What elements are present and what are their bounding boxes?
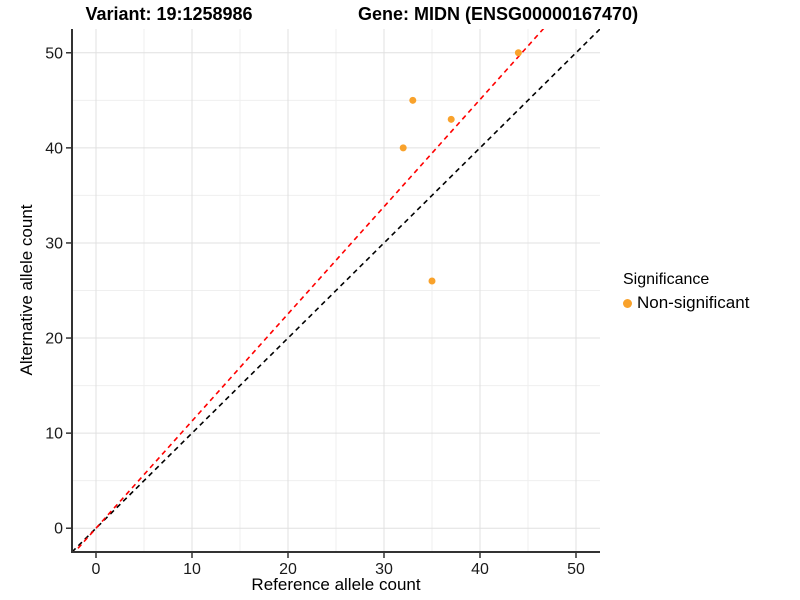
gene-title: Gene: MIDN (ENSG00000167470) [357,4,639,24]
y-axis-title: Alternative allele count [17,204,36,376]
legend-point-icon [623,298,632,308]
legend-title: Significance [623,271,710,288]
y-tick-label-30: 30 [45,235,63,252]
x-axis-title: Reference allele count [251,575,421,594]
y-tick-label-10: 10 [45,426,63,443]
data-point-44-50 [514,49,522,57]
legend-entry-label: Non-significant [637,293,750,312]
x-tick-label-50: 50 [567,561,585,578]
data-point-35-26 [428,277,436,285]
legend-entry: Non-significant [622,293,749,313]
x-tick-label-40: 40 [471,561,489,578]
x-tick-label-0: 0 [92,561,101,578]
variant-title: Variant: 19:1258986 [85,4,253,24]
y-tick-label-50: 50 [45,45,63,62]
legend: Significance Non-significant [622,271,749,313]
ratio-line [73,29,545,552]
data-point-33-45 [409,96,417,104]
x-tick-label-30: 30 [375,561,393,578]
y-tick-label-0: 0 [54,521,63,538]
y-tick-label-20: 20 [45,331,63,348]
y-tick-label-40: 40 [45,140,63,157]
data-point-37-43 [447,115,455,123]
identity-line [72,29,600,552]
x-tick-label-20: 20 [279,561,297,578]
data-point-32-40 [399,144,407,152]
x-tick-label-10: 10 [183,561,201,578]
